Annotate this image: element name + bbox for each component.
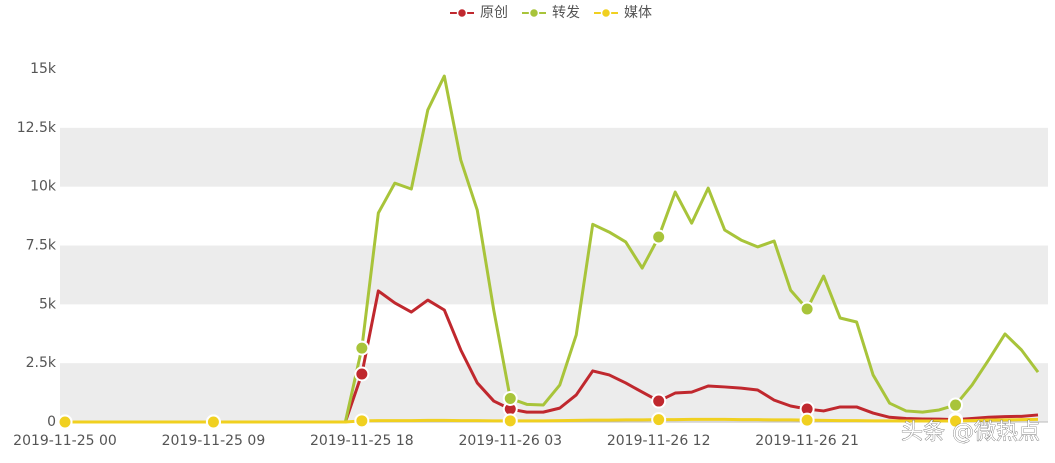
x-tick-label: 2019-11-26 21: [755, 433, 859, 449]
y-tick-label: 7.5k: [26, 238, 57, 254]
y-tick-label: 15k: [30, 61, 57, 77]
point-marker: [354, 340, 370, 356]
x-tick-label: 2019-11-25 18: [310, 433, 414, 449]
point-marker: [354, 366, 370, 382]
point-marker: [57, 414, 73, 430]
point-marker: [651, 229, 667, 245]
point-marker: [948, 397, 964, 413]
point-marker: [502, 390, 518, 406]
x-tick-label: 2019-11-25 09: [162, 433, 266, 449]
x-tick-label: 2019-11-26 12: [607, 433, 711, 449]
y-tick-label: 0: [47, 414, 56, 430]
x-tick-label: 2019-11-26 03: [458, 433, 562, 449]
point-marker: [354, 413, 370, 429]
point-marker: [799, 301, 815, 317]
point-marker: [799, 412, 815, 428]
y-tick-label: 5k: [39, 296, 57, 312]
point-marker: [651, 412, 667, 428]
point-marker: [205, 414, 221, 430]
legend-label: 转发: [552, 5, 580, 21]
y-tick-label: 10k: [30, 179, 57, 195]
point-marker: [948, 413, 964, 429]
x-tick-label: 2019-11-25 00: [13, 433, 117, 449]
point-marker: [502, 413, 518, 429]
grid-band: [60, 127, 1048, 187]
grid-band: [60, 245, 1048, 305]
watermark: 头条 @微热点: [901, 420, 1040, 445]
point-marker: [651, 393, 667, 409]
legend-dot: [456, 7, 468, 19]
legend-dot: [528, 7, 540, 19]
legend-label: 原创: [480, 5, 508, 21]
y-tick-label: 12.5k: [17, 120, 57, 136]
legend-label: 媒体: [624, 5, 652, 21]
y-tick-label: 2.5k: [26, 355, 57, 371]
series-line: [65, 417, 1039, 424]
legend-dot: [600, 7, 612, 19]
